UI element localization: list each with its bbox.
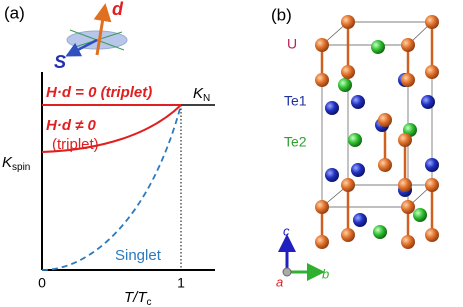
atom: [425, 65, 439, 79]
atom: [401, 73, 415, 87]
atom: [398, 178, 412, 192]
atom: [315, 73, 329, 87]
atom: [401, 200, 415, 214]
panel-label: (b): [271, 5, 292, 24]
atom: [341, 15, 355, 29]
atom: [413, 208, 427, 222]
atom: [401, 235, 415, 249]
atom: [341, 228, 355, 242]
atom: [425, 228, 439, 242]
upper-curve-label: H·d = 0 (triplet): [46, 84, 152, 101]
plot: [41, 72, 215, 271]
atom: [325, 101, 339, 115]
legend-te2: Te2: [284, 134, 307, 150]
crystal-structure: [315, 15, 439, 249]
atom: [348, 133, 362, 147]
atom: [401, 38, 415, 52]
atom: [425, 158, 439, 172]
middle-curve-label-2: (triplet): [52, 136, 99, 153]
atom: [353, 213, 367, 227]
spin-icon: [65, 3, 128, 57]
atom: [398, 133, 412, 147]
d-vector-label: d: [112, 0, 124, 19]
kn-label: KN: [193, 85, 210, 104]
middle-curve-label: H·d ≠ 0: [46, 117, 97, 134]
atom: [425, 15, 439, 29]
atom: [421, 95, 435, 109]
x-tick-label: 0: [38, 275, 46, 291]
x-axis-title: T/Tc: [124, 289, 152, 307]
axis-b: b: [322, 266, 329, 281]
axis-c: c: [283, 223, 290, 238]
atom: [351, 163, 365, 177]
y-axis-title: Kspin: [2, 154, 30, 173]
panel-label: (a): [4, 3, 25, 22]
atom: [325, 168, 339, 182]
legend-u: U: [287, 36, 297, 52]
x-tick-label: 1: [177, 275, 185, 291]
atom: [425, 178, 439, 192]
atom: [315, 38, 329, 52]
atom: [341, 178, 355, 192]
atom: [373, 225, 387, 239]
lower-curve-label: Singlet: [115, 247, 162, 264]
atom: [315, 235, 329, 249]
atom: [315, 200, 329, 214]
atom: [351, 95, 365, 109]
atom: [378, 113, 392, 127]
axes-triad: [278, 234, 325, 281]
atom: [371, 40, 385, 54]
atom: [378, 158, 392, 172]
spin-label: S: [54, 52, 66, 72]
legend-te1: Te1: [284, 93, 307, 109]
atom: [341, 65, 355, 79]
axis-a: a: [276, 274, 283, 289]
middle-curve: [41, 104, 182, 153]
atom: [338, 78, 352, 92]
